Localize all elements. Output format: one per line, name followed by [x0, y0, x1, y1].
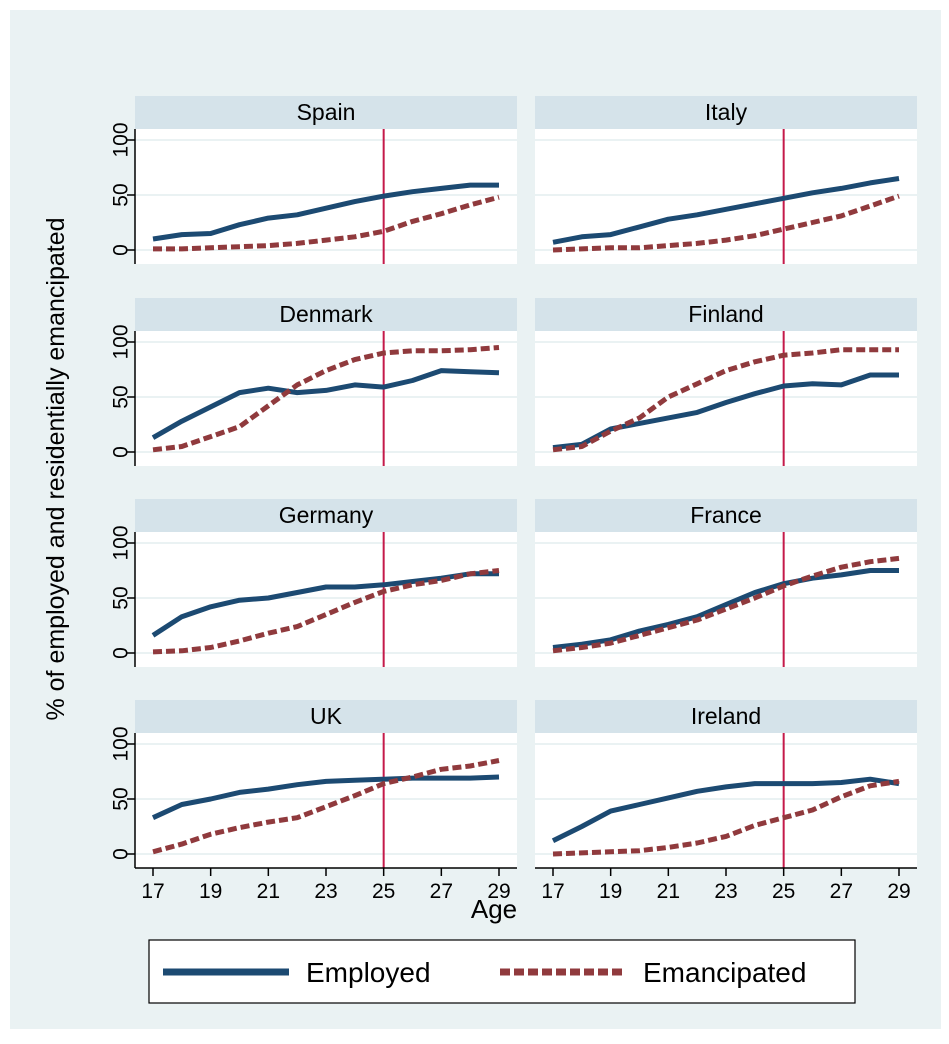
panel-strip: [535, 298, 917, 331]
panel-title: Spain: [297, 99, 356, 125]
y-tick-label: 100: [110, 122, 133, 157]
panel-strip: [535, 499, 917, 532]
y-tick-label: 0: [110, 848, 133, 860]
series-line-employed: [151, 774, 500, 820]
panel-strip: [535, 96, 917, 129]
panel-title: UK: [310, 703, 343, 729]
y-tick-label: 0: [110, 446, 133, 458]
panel-italy: Italy: [535, 96, 917, 264]
panel-uk: UK 0 50 100 17 19 21 23 25 27 29: [110, 700, 517, 903]
y-tick-label: 50: [110, 787, 133, 810]
legend-label: Employed: [306, 957, 431, 988]
x-axis-title: Age: [471, 894, 517, 924]
x-tick-label: 21: [657, 880, 680, 903]
x-tick-label: 17: [541, 880, 564, 903]
series-line-emancipated: [153, 194, 500, 252]
x-tick-label: 25: [372, 880, 395, 903]
x-tick-label: 23: [314, 880, 337, 903]
panel-strip: [535, 700, 917, 733]
plot-area: [135, 532, 517, 667]
plot-area: [135, 331, 517, 466]
series-line-employed: [552, 176, 900, 245]
panel-strip: [135, 298, 517, 331]
panel-title: Denmark: [279, 301, 373, 327]
plot-area: [135, 129, 517, 264]
y-axis-title: % of employed and residentially emancipa…: [42, 217, 70, 720]
series-line-emancipated: [152, 345, 500, 453]
panel-denmark: Denmark 0 50 100: [110, 298, 517, 466]
panel-title: Italy: [705, 99, 748, 125]
series-line-employed: [552, 568, 899, 650]
series-line-employed: [151, 368, 500, 440]
y-tick-label: 0: [110, 244, 133, 256]
panel-strip: [135, 499, 517, 532]
series-line-employed: [551, 776, 900, 844]
panel-france: France: [535, 499, 917, 667]
series-line-emancipated: [152, 758, 500, 855]
panel-title: Finland: [688, 301, 763, 327]
panel-finland: Finland: [535, 298, 917, 466]
series-line-emancipated: [552, 778, 900, 857]
plot-area: [535, 331, 917, 466]
x-tick-label: 29: [487, 880, 510, 903]
series-line-emancipated: [552, 555, 900, 654]
y-tick-label: 100: [110, 324, 133, 359]
series-line-employed: [552, 372, 899, 451]
y-tick-label: 50: [110, 586, 133, 609]
series-line-emancipated: [552, 193, 900, 253]
plot-area: [535, 129, 917, 264]
series-line-employed: [152, 182, 499, 242]
panel-strip: [135, 700, 517, 733]
x-tick-label: 19: [599, 880, 622, 903]
panel-ireland: Ireland 17 19 21 23 25 27 29: [535, 700, 917, 903]
plot-area: [535, 733, 917, 868]
x-tick-label: 23: [714, 880, 737, 903]
panel-germany: Germany 0 50 100: [110, 499, 517, 667]
x-tick-label: 27: [830, 880, 853, 903]
y-tick-label: 100: [110, 525, 133, 560]
y-tick-label: 50: [110, 385, 133, 408]
y-tick-label: 100: [110, 726, 133, 761]
panel-title: France: [690, 502, 762, 528]
x-tick-label: 29: [887, 880, 910, 903]
x-tick-label: 17: [141, 880, 164, 903]
x-tick-label: 19: [199, 880, 222, 903]
x-tick-label: 21: [257, 880, 280, 903]
x-tick-label: 25: [772, 880, 795, 903]
legend-label: Emancipated: [643, 957, 806, 988]
panel-strip: [135, 96, 517, 129]
panel-title: Ireland: [691, 703, 761, 729]
panel-spain: Spain 0 50 100: [110, 96, 517, 264]
legend: Employed Emancipated: [148, 939, 856, 1004]
series-line-emancipated: [152, 568, 500, 655]
y-tick-label: 0: [110, 647, 133, 659]
y-tick-label: 50: [110, 183, 133, 206]
x-tick-label: 27: [430, 880, 453, 903]
panel-title: Germany: [279, 502, 374, 528]
